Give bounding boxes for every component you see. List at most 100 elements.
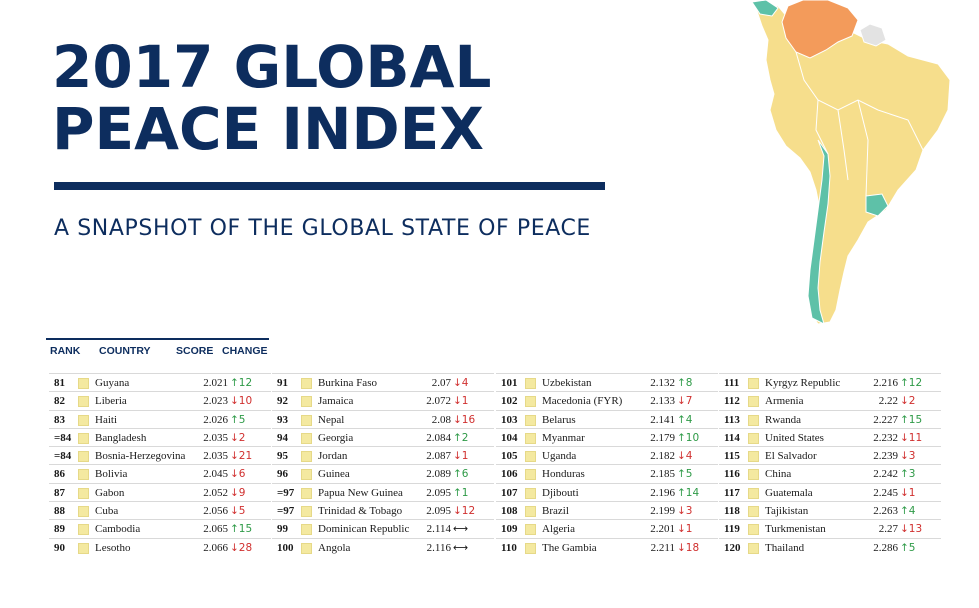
score-swatch (525, 469, 536, 481)
score-swatch (78, 396, 89, 408)
country-cell: Burkina Faso (318, 377, 377, 389)
change-down: ↓4 (453, 377, 469, 389)
rank-cell: =97 (277, 505, 295, 518)
score-cell: 2.045 (203, 468, 228, 481)
score-swatch (525, 506, 536, 518)
rank-cell: 106 (501, 468, 518, 481)
score-cell: 2.227 (873, 413, 898, 426)
table-row: 95 Jordan 2.087 ↓1 (272, 446, 494, 464)
country-cell: Bosnia-Herzegovina (95, 450, 186, 463)
country-cell: Guinea (318, 468, 350, 481)
score-cell: 2.185 (650, 468, 675, 481)
change-down: ↓18 (677, 541, 700, 554)
score-cell: 2.023 (203, 395, 228, 408)
score-swatch (301, 506, 312, 518)
score-cell: 2.035 (203, 431, 228, 444)
rank-cell: =84 (54, 450, 72, 463)
table-row: 108 Brazil 2.199 ↓3 (496, 501, 718, 519)
map-region-teal-chile (807, 139, 831, 325)
rank-cell: 112 (724, 395, 740, 408)
map-region-grey (859, 23, 887, 47)
change-down: ↓1 (453, 395, 469, 408)
score-swatch (78, 469, 89, 481)
rank-cell: 88 (54, 505, 65, 518)
score-cell: 2.133 (650, 395, 675, 408)
ranking-column-4: 111 Kyrgyz Republic 2.216 ↑12 112 Armenia 2.22… (719, 373, 941, 556)
score-cell: 2.132 (650, 377, 675, 389)
table-row: 94 Georgia 2.084 ↑2 (272, 427, 494, 446)
rank-cell: 87 (54, 486, 65, 499)
score-swatch (525, 432, 536, 444)
score-swatch (748, 432, 759, 444)
score-swatch (748, 524, 759, 536)
rank-cell: 103 (501, 413, 518, 426)
table-row: 92 Jamaica 2.072 ↓1 (272, 391, 494, 409)
score-cell: 2.052 (203, 486, 228, 499)
page-title: 2017 GLOBAL PEACE INDEX (52, 36, 491, 160)
rank-cell: 89 (54, 523, 65, 536)
score-cell: 2.056 (203, 505, 228, 518)
score-cell: 2.196 (650, 486, 675, 499)
score-swatch (525, 524, 536, 536)
table-row: 116 China 2.242 ↑3 (719, 464, 941, 482)
change-up: ↑5 (230, 413, 246, 426)
score-swatch (525, 396, 536, 408)
score-swatch (525, 414, 536, 426)
rank-cell: 94 (277, 431, 288, 444)
title-line-2: PEACE INDEX (52, 95, 484, 163)
rank-cell: 100 (277, 541, 294, 554)
change-up: ↑4 (900, 505, 916, 518)
rank-cell: 116 (724, 468, 740, 481)
change-down: ↓10 (230, 395, 253, 408)
ranking-column-3: 101 Uzbekistan 2.132 ↑8 102 Macedonia (FYR) 2.… (496, 373, 718, 556)
score-cell: 2.27 (878, 523, 898, 536)
change-down: ↓12 (453, 505, 476, 518)
country-cell: Jamaica (318, 395, 354, 408)
score-swatch (525, 378, 536, 389)
score-cell: 2.08 (431, 413, 451, 426)
table-row: 104 Myanmar 2.179 ↑10 (496, 427, 718, 446)
table-row: 112 Armenia 2.22 ↓2 (719, 391, 941, 409)
map-borders (795, 51, 924, 197)
table-row: 87 Gabon 2.052 ↓9 (49, 482, 271, 501)
country-cell: Papua New Guinea (318, 486, 403, 499)
table-row: 107 Djibouti 2.196 ↑14 (496, 482, 718, 501)
table-row: 109 Algeria 2.201 ↓1 (496, 519, 718, 537)
country-cell: Cuba (95, 505, 119, 518)
country-cell: Armenia (765, 395, 804, 408)
score-cell: 2.066 (203, 541, 228, 554)
header-country: COUNTRY (99, 345, 151, 357)
score-swatch (301, 432, 312, 444)
table-row: 86 Bolivia 2.045 ↓6 (49, 464, 271, 482)
score-swatch (78, 451, 89, 463)
change-up: ↑5 (677, 468, 693, 481)
country-cell: Bolivia (95, 468, 128, 481)
change-down: ↓7 (677, 395, 693, 408)
table-row: 99 Dominican Republic 2.114 ⟷ (272, 519, 494, 537)
change-down: ↓6 (230, 468, 246, 481)
country-cell: Jordan (318, 450, 348, 463)
table-row: 103 Belarus 2.141 ↑4 (496, 409, 718, 428)
score-cell: 2.072 (426, 395, 451, 408)
change-down: ↓3 (677, 505, 693, 518)
rank-cell: 111 (724, 377, 740, 389)
rank-cell: 81 (54, 377, 65, 389)
country-cell: Dominican Republic (318, 523, 410, 536)
table-row: =97 Trinidad & Tobago 2.095 ↓12 (272, 501, 494, 519)
country-cell: Angola (318, 541, 351, 554)
change-down: ↓16 (453, 413, 476, 426)
south-america-map (751, 0, 951, 325)
score-swatch (748, 506, 759, 518)
change-down: ↓28 (230, 541, 253, 554)
country-cell: Nepal (318, 413, 345, 426)
table-row: 100 Angola 2.116 ⟷ (272, 537, 494, 556)
score-swatch (748, 469, 759, 481)
table-row: 120 Thailand 2.286 ↑5 (719, 537, 941, 556)
country-cell: Thailand (765, 541, 805, 554)
score-swatch (78, 506, 89, 518)
table-row: 91 Burkina Faso 2.07 ↓4 (272, 373, 494, 391)
score-cell: 2.114 (426, 523, 451, 536)
score-cell: 2.021 (203, 377, 228, 389)
score-swatch (748, 487, 759, 499)
country-cell: Cambodia (95, 523, 141, 536)
